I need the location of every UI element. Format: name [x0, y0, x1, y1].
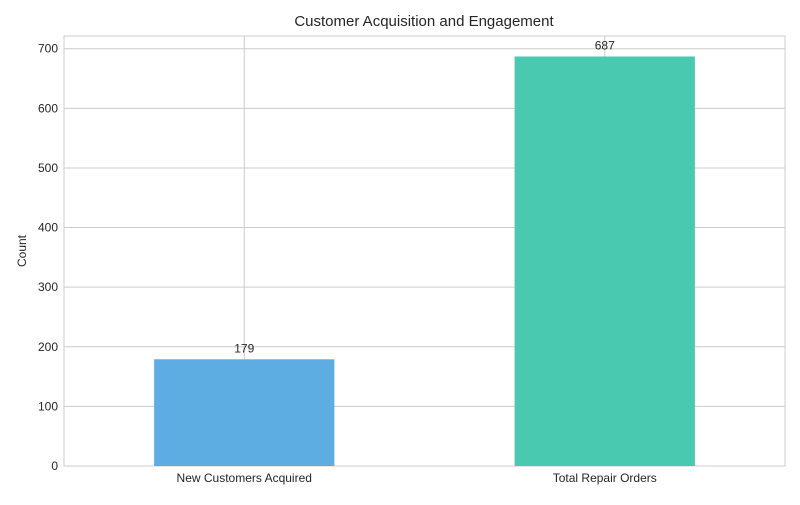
bars: [154, 56, 695, 466]
y-tick-label: 100: [38, 399, 58, 413]
y-tick-label: 0: [51, 459, 58, 473]
x-tick-label: New Customers Acquired: [177, 471, 312, 485]
bar-value-label: 687: [595, 38, 615, 52]
y-tick-label: 400: [38, 221, 58, 235]
y-tick-label: 300: [38, 280, 58, 294]
y-axis-label: Count: [15, 234, 29, 267]
y-tick-label: 600: [38, 101, 58, 115]
bar: [514, 56, 695, 466]
x-tick-label: Total Repair Orders: [553, 471, 657, 485]
y-tick-label: 500: [38, 161, 58, 175]
y-tick-label: 200: [38, 340, 58, 354]
chart-title: Customer Acquisition and Engagement: [294, 13, 554, 30]
y-tick-label: 700: [38, 42, 58, 56]
bar: [154, 359, 335, 466]
y-axis-ticks: 0 100 200 300 400 500 600 700: [38, 42, 58, 473]
bar-value-label: 179: [234, 341, 254, 355]
data-labels: 179 687: [234, 38, 615, 355]
x-axis-ticks: New Customers Acquired Total Repair Order…: [177, 471, 657, 485]
